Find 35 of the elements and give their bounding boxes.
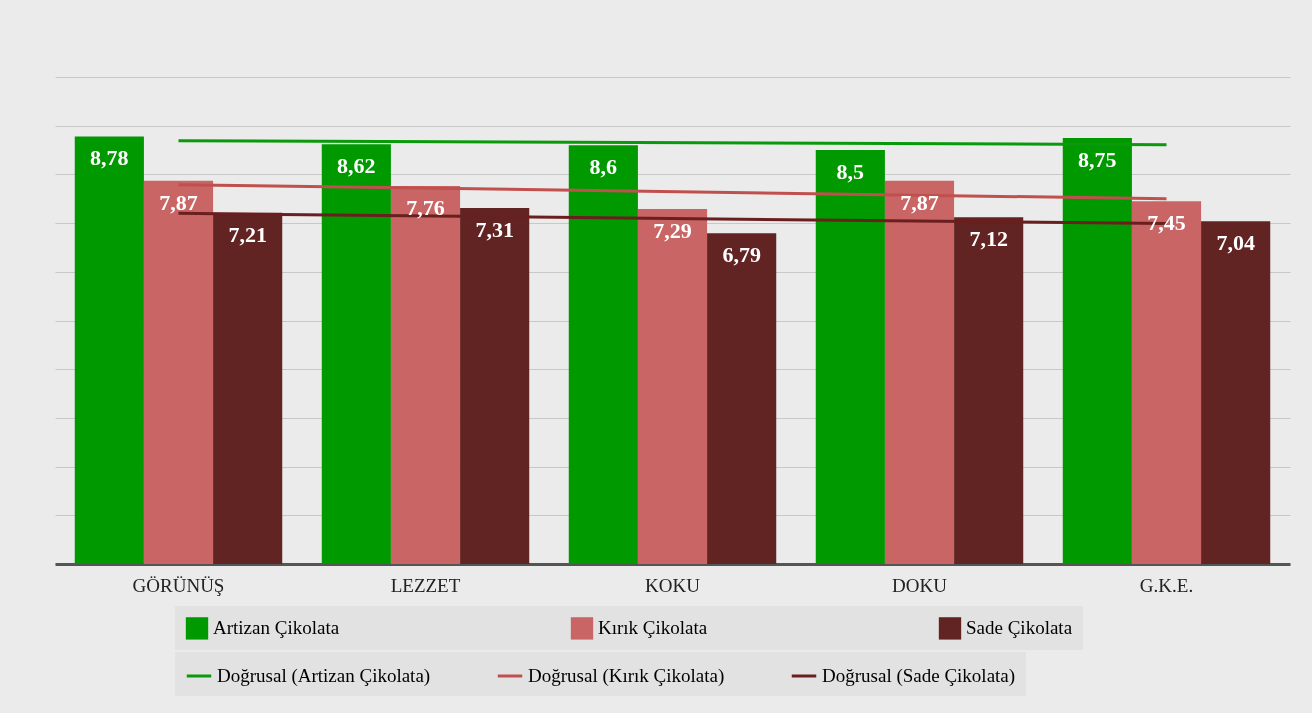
data-label: 7,04: [1216, 230, 1255, 256]
data-label: 7,45: [1147, 210, 1186, 236]
bar: [74, 136, 144, 564]
x-tick-label: LEZZET: [390, 574, 461, 596]
data-label: 8,5: [836, 159, 865, 185]
bar: [390, 186, 461, 564]
data-label: 8,62: [337, 153, 376, 179]
data-label: 7,21: [228, 221, 267, 247]
data-label: 8,75: [1078, 146, 1117, 172]
data-label: 7,29: [653, 217, 692, 243]
legend-label: Sade Çikolata: [966, 617, 1073, 639]
bar: [1201, 221, 1271, 564]
legend-label: Doğrusal (Artizan Çikolata): [217, 665, 431, 687]
x-tick-label: GÖRÜNÜŞ: [132, 574, 225, 596]
bar: [637, 208, 708, 564]
data-label: 8,6: [589, 154, 618, 180]
data-label: 6,79: [722, 242, 761, 268]
legend-label: Artizan Çikolata: [213, 617, 340, 639]
data-label: 7,87: [900, 189, 939, 215]
bar: [884, 180, 955, 564]
x-tick-label: KOKU: [645, 574, 701, 596]
legend-label: Doğrusal (Sade Çikolata): [822, 665, 1016, 687]
data-label: 7,31: [475, 217, 514, 242]
data-label: 7,12: [969, 226, 1008, 252]
bar: [815, 150, 885, 564]
legend-label: Doğrusal (Kırık Çikolata): [528, 665, 725, 687]
data-label: 8,78: [90, 145, 129, 171]
bar: [707, 233, 777, 564]
x-tick-label: G.K.E.: [1139, 574, 1194, 596]
x-tick-label: DOKU: [892, 574, 948, 596]
data-label: 7,76: [406, 195, 445, 221]
bar: [1131, 201, 1202, 564]
legend-label: Kırık Çikolata: [598, 617, 708, 639]
data-label: 7,87: [159, 189, 198, 215]
bar: [143, 180, 214, 564]
